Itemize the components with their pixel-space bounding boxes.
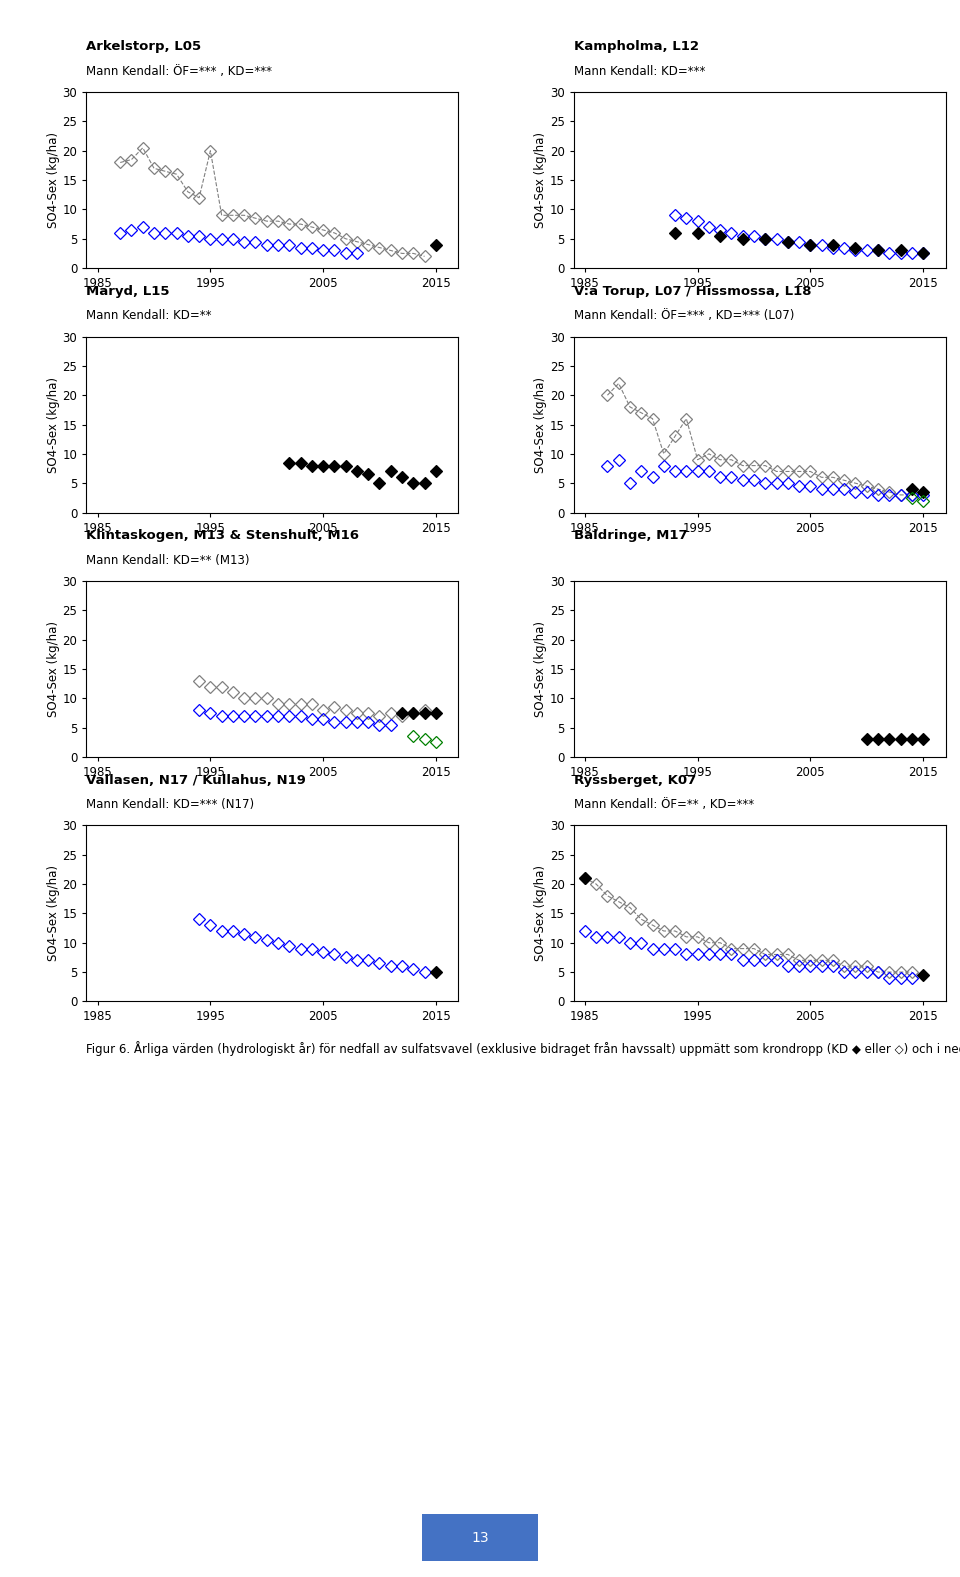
Text: Arkelstorp, L05: Arkelstorp, L05 xyxy=(86,41,202,54)
Text: Mann Kendall: ÖF=** , KD=***: Mann Kendall: ÖF=** , KD=*** xyxy=(574,798,754,811)
Text: Mann Kendall: ÖF=*** , KD=***: Mann Kendall: ÖF=*** , KD=*** xyxy=(86,65,273,77)
Y-axis label: SO4-Sex (kg/ha): SO4-Sex (kg/ha) xyxy=(534,132,547,229)
Text: Ryssberget, K07: Ryssberget, K07 xyxy=(574,774,696,787)
Y-axis label: SO4-Sex (kg/ha): SO4-Sex (kg/ha) xyxy=(47,132,60,229)
Text: Klintaskogen, M13 & Stenshult, M16: Klintaskogen, M13 & Stenshult, M16 xyxy=(86,530,359,542)
FancyBboxPatch shape xyxy=(422,1514,538,1561)
Text: Maryd, L15: Maryd, L15 xyxy=(86,285,170,298)
Text: V:a Torup, L07 / Hissmossa, L18: V:a Torup, L07 / Hissmossa, L18 xyxy=(574,285,811,298)
Y-axis label: SO4-Sex (kg/ha): SO4-Sex (kg/ha) xyxy=(534,377,547,473)
Text: Mann Kendall: KD=***: Mann Kendall: KD=*** xyxy=(574,65,705,77)
Y-axis label: SO4-Sex (kg/ha): SO4-Sex (kg/ha) xyxy=(534,621,547,718)
Y-axis label: SO4-Sex (kg/ha): SO4-Sex (kg/ha) xyxy=(47,866,60,962)
Y-axis label: SO4-Sex (kg/ha): SO4-Sex (kg/ha) xyxy=(534,866,547,962)
Text: Mann Kendall: KD=*** (N17): Mann Kendall: KD=*** (N17) xyxy=(86,798,254,811)
Text: Figur 6. Årliga värden (hydrologiskt år) för nedfall av sulfatsvavel (exklusive : Figur 6. Årliga värden (hydrologiskt år)… xyxy=(86,1041,960,1055)
Y-axis label: SO4-Sex (kg/ha): SO4-Sex (kg/ha) xyxy=(47,377,60,473)
Text: Mann Kendall: KD=**: Mann Kendall: KD=** xyxy=(86,309,212,322)
Text: 13: 13 xyxy=(471,1531,489,1544)
Text: Baldringe, M17: Baldringe, M17 xyxy=(574,530,687,542)
Text: Vallasen, N17 / Kullahus, N19: Vallasen, N17 / Kullahus, N19 xyxy=(86,774,306,787)
Text: Mann Kendall: KD=** (M13): Mann Kendall: KD=** (M13) xyxy=(86,554,250,566)
Text: Kampholma, L12: Kampholma, L12 xyxy=(574,41,699,54)
Text: Mann Kendall: ÖF=*** , KD=*** (L07): Mann Kendall: ÖF=*** , KD=*** (L07) xyxy=(574,309,794,322)
Y-axis label: SO4-Sex (kg/ha): SO4-Sex (kg/ha) xyxy=(47,621,60,718)
